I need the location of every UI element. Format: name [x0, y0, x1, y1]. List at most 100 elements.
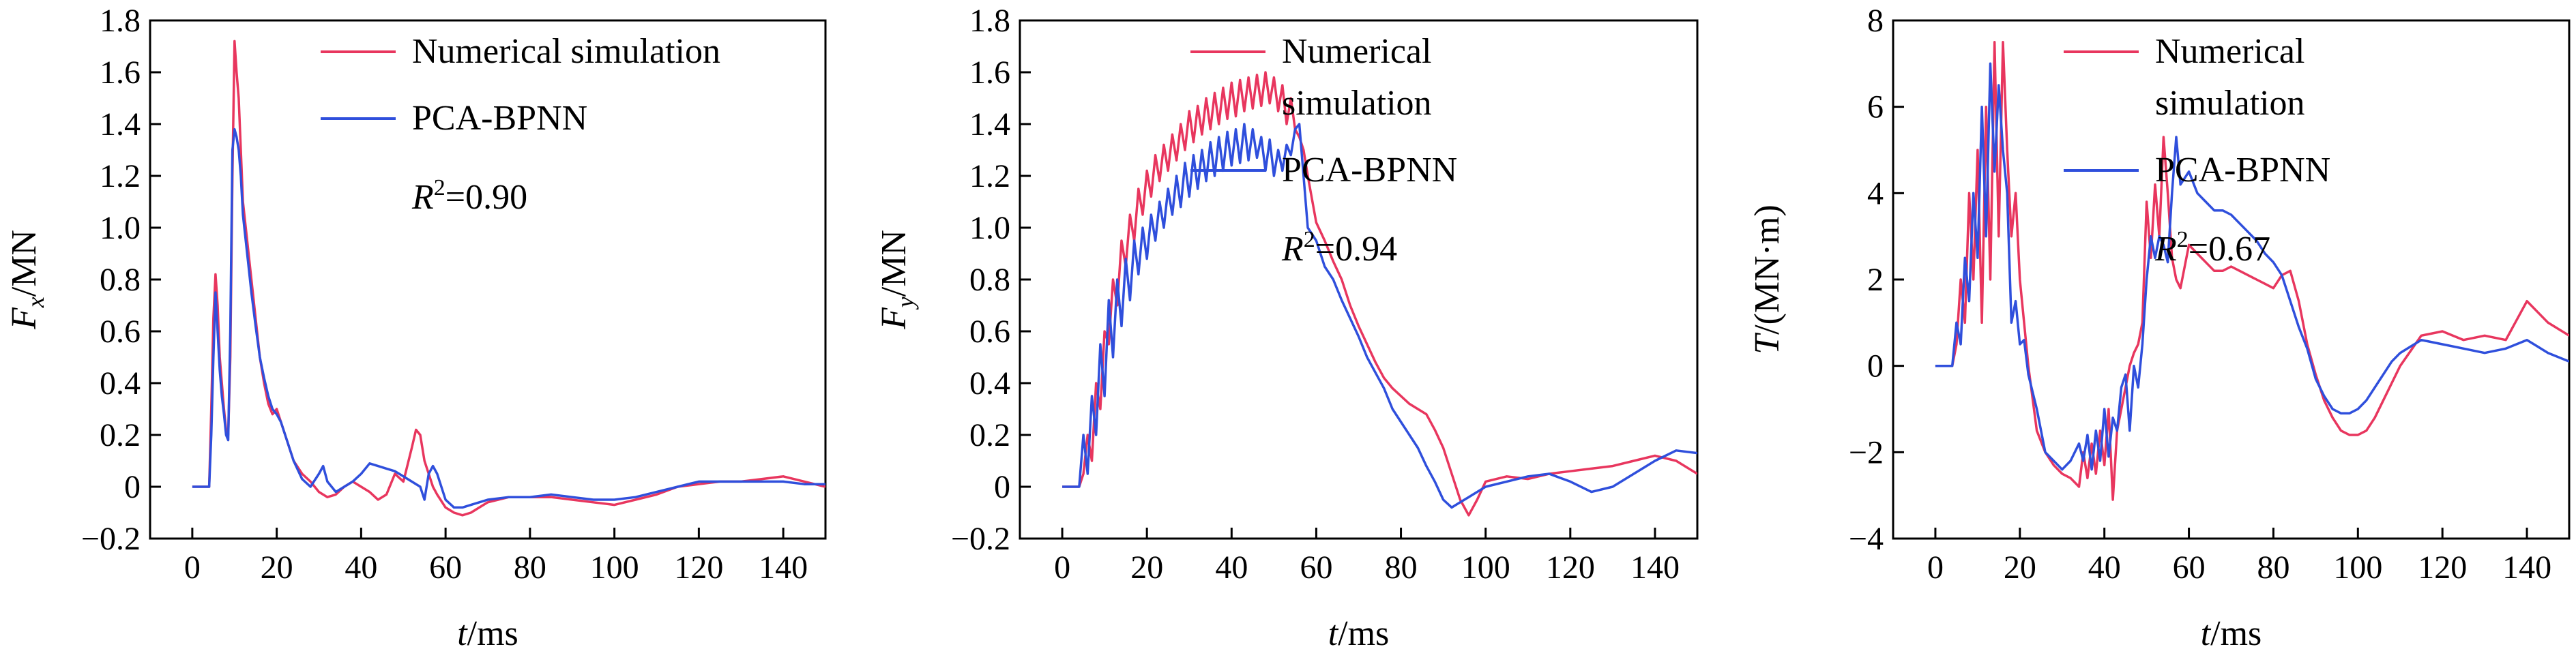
y-tick-label: 2: [1867, 262, 1884, 298]
y-tick-label: −0.2: [951, 521, 1010, 557]
y-axis-symbol: F: [5, 307, 44, 330]
series-line-numerical-simulation: [1935, 40, 2569, 501]
x-axis-unit: /ms: [2210, 614, 2262, 653]
x-tick-label: 0: [184, 549, 201, 586]
x-tick-label: 120: [1546, 549, 1595, 586]
x-tick-label: 100: [1461, 549, 1510, 586]
y-tick-label: 0: [124, 469, 141, 505]
y-tick-label: 0.8: [100, 262, 141, 298]
y-tick-label: 0.2: [100, 417, 141, 453]
x-tick-label: 120: [2418, 549, 2467, 586]
y-tick-label: 0.4: [100, 365, 141, 402]
legend-entry-text: PCA-BPNN: [2155, 151, 2330, 190]
x-tick-label: 140: [1630, 549, 1680, 586]
y-tick-label: 1.0: [969, 210, 1010, 246]
series-line-pca-bpnn: [192, 127, 825, 509]
x-tick-label: 20: [2004, 549, 2036, 586]
x-axis-unit: /ms: [467, 614, 518, 653]
x-tick-label: 80: [514, 549, 546, 586]
y-axis-symbol: F: [875, 307, 913, 330]
legend-entry-text: PCA-BPNN: [1282, 151, 1457, 190]
x-axis-symbol: t: [1328, 614, 1339, 653]
r-symbol: R: [1281, 230, 1304, 269]
legend: Numerical simulation PCA-BPNN R2=0.90: [321, 32, 720, 217]
x-tick-label: 140: [2502, 549, 2551, 586]
r-symbol: R: [411, 178, 434, 217]
y-tick-label: 1.8: [969, 3, 1010, 39]
x-tick-label: 60: [429, 549, 462, 586]
x-axis-symbol: t: [2201, 614, 2212, 653]
chart-panel-1: 0 20 40 60 80 100 120 140 −0.2 0 0.2 0.4 0.6 0.8 1.0 1.…: [5, 3, 827, 653]
x-tick-label: 40: [1215, 549, 1248, 586]
y-tick-label: 0.2: [969, 417, 1010, 453]
legend: Numerical simulation PCA-BPNN R2=0.94: [1190, 32, 1457, 269]
y-tick-label: −4: [1849, 521, 1884, 557]
r-squared-annotation: R2=0.90: [411, 175, 527, 217]
y-tick-label: 0.6: [100, 314, 141, 350]
series-line-pca-bpnn: [1062, 123, 1697, 509]
r-exponent: 2: [434, 175, 445, 200]
r-exponent: 2: [2177, 227, 2189, 252]
r-exponent: 2: [1304, 227, 1315, 252]
y-axis-label: Fx/MN: [5, 230, 49, 330]
y-axis-symbol: T: [1748, 333, 1787, 354]
x-tick-label: 60: [2173, 549, 2206, 586]
legend-entry-text: Numerical simulation: [412, 32, 720, 71]
x-tick-label: 40: [345, 549, 377, 586]
x-tick-label: 120: [674, 549, 723, 586]
legend-entry-text: simulation: [1282, 84, 1432, 123]
x-axis-symbol: t: [457, 614, 468, 653]
x-axis-label: t/ms: [2201, 614, 2262, 653]
y-tick-label: 1.6: [100, 55, 141, 91]
y-tick-label: 4: [1867, 175, 1884, 211]
y-tick-label: 0: [1867, 348, 1884, 384]
y-axis-subscript: y: [892, 297, 919, 310]
legend-entry-text: PCA-BPNN: [412, 99, 587, 138]
y-axis-label: T/(MN·m): [1748, 205, 1787, 354]
y-tick-label: 0: [994, 469, 1010, 505]
x-tick-label: 140: [759, 549, 808, 586]
x-tick-label: 0: [1054, 549, 1070, 586]
legend: Numerical simulation PCA-BPNN R2=0.67: [2064, 32, 2330, 269]
y-axis-unit: /(MN·m): [1748, 205, 1787, 335]
x-axis-unit: /ms: [1338, 614, 1389, 653]
x-tick-label: 100: [590, 549, 639, 586]
x-tick-label: 20: [261, 549, 293, 586]
x-tick-label: 60: [1300, 549, 1332, 586]
y-tick-label: 1.6: [969, 55, 1010, 91]
x-tick-label: 100: [2333, 549, 2382, 586]
x-axis-label: t/ms: [457, 614, 518, 653]
y-axis-subscript: x: [22, 297, 49, 308]
series-line-pca-bpnn: [1935, 62, 2569, 471]
y-tick-label: 0.8: [969, 262, 1010, 298]
x-tick-label: 20: [1130, 549, 1163, 586]
y-tick-label: 1.0: [100, 210, 141, 246]
y-axis-unit: /MN: [875, 230, 913, 297]
x-axis-label: t/ms: [1328, 614, 1390, 653]
r-symbol: R: [2154, 230, 2177, 269]
y-tick-label: 1.4: [100, 106, 141, 142]
y-tick-label: 0.4: [969, 365, 1010, 402]
y-tick-label: 6: [1867, 89, 1884, 125]
y-tick-label: 1.2: [100, 158, 141, 194]
r-squared-value: =0.94: [1315, 230, 1397, 269]
y-tick-label: −2: [1849, 434, 1884, 470]
legend-entry-text: Numerical: [2155, 32, 2304, 71]
y-tick-label: 8: [1867, 3, 1884, 39]
x-tick-label: 0: [1927, 549, 1944, 586]
series-line-numerical-simulation: [1062, 71, 1697, 517]
x-tick-label: 80: [1385, 549, 1418, 586]
y-tick-label: 1.8: [100, 3, 141, 39]
y-tick-label: 1.2: [969, 158, 1010, 194]
chart-panel-3: 0 20 40 60 80 100 120 140 −4 −2 0 2 4 6 8 t/ms T/(MN·m) N…: [1748, 3, 2571, 653]
y-tick-label: 0.6: [969, 314, 1010, 350]
y-axis-unit: /MN: [5, 230, 44, 297]
r-squared-value: =0.90: [445, 178, 527, 217]
x-tick-label: 80: [2257, 549, 2289, 586]
y-tick-label: 1.4: [969, 106, 1010, 142]
r-squared-annotation: R2=0.67: [2154, 227, 2270, 269]
x-tick-label: 40: [2088, 549, 2121, 586]
y-tick-label: −0.2: [81, 521, 141, 557]
r-squared-value: =0.67: [2189, 230, 2270, 269]
